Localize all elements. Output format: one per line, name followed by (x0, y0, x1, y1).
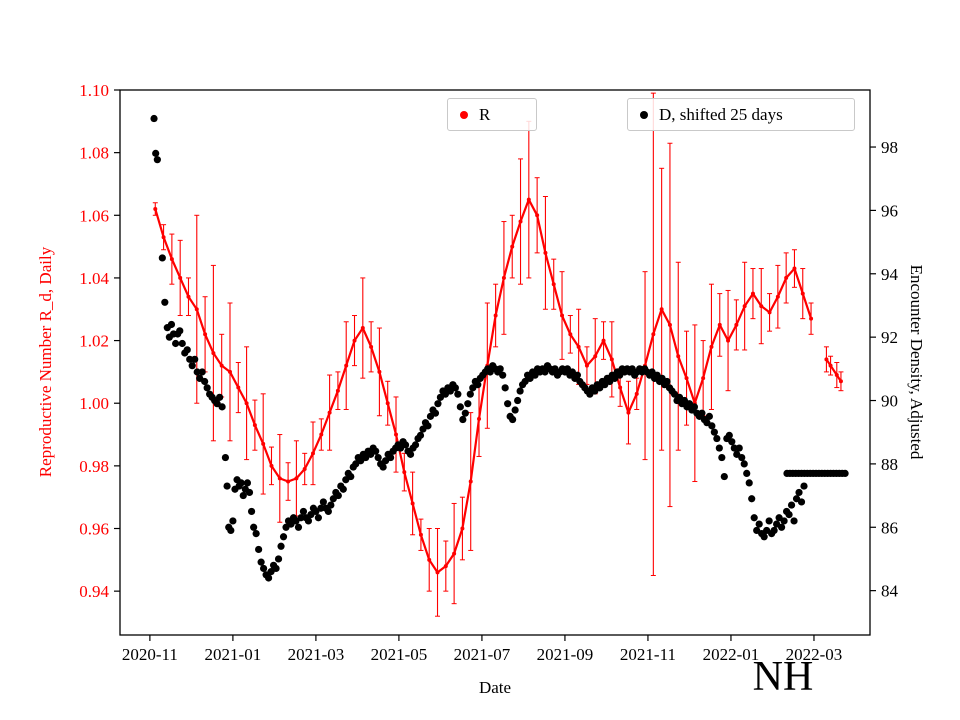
plot-frame (119, 89, 871, 636)
legend-r: R (447, 98, 537, 131)
x-axis: 2020-11 2021-01 2021-03 2021-05 2021-07 2021-… (122, 635, 842, 664)
svg-text:2021-05: 2021-05 (371, 645, 428, 664)
svg-text:0.96: 0.96 (79, 520, 109, 539)
svg-text:2022-01: 2022-01 (703, 645, 760, 664)
svg-text:90: 90 (881, 392, 898, 411)
svg-text:92: 92 (881, 328, 898, 347)
legend-r-label: R (479, 104, 491, 124)
series-d (150, 114, 849, 582)
svg-text:2020-11: 2020-11 (122, 645, 178, 664)
svg-text:1.08: 1.08 (79, 144, 109, 163)
svg-text:1.06: 1.06 (79, 206, 109, 225)
svg-text:2021-07: 2021-07 (454, 645, 511, 664)
svg-text:2021-11: 2021-11 (620, 645, 676, 664)
svg-text:98: 98 (881, 138, 898, 157)
annotation-nh: NH (752, 654, 814, 700)
x-axis-label: Date (478, 678, 512, 697)
svg-text:1.04: 1.04 (79, 269, 109, 288)
svg-text:84: 84 (881, 582, 899, 601)
svg-text:94: 94 (881, 265, 899, 284)
svg-text:1.02: 1.02 (79, 332, 109, 351)
svg-text:2021-03: 2021-03 (288, 645, 345, 664)
svg-text:96: 96 (881, 201, 898, 220)
svg-text:86: 86 (881, 518, 898, 537)
y-axis-label-right: Encounter Density, Adjusted (907, 264, 926, 460)
legend-d-label: D, shifted 25 days (659, 104, 783, 124)
y-axis-right: 84 86 88 90 92 94 96 98 (870, 138, 899, 601)
svg-text:88: 88 (881, 455, 898, 474)
legend-d: D, shifted 25 days (627, 98, 855, 131)
r-series-marker-icon (460, 110, 468, 119)
series-r (152, 92, 844, 617)
y-axis-label-left: Reproductive Number R_d, Daily (36, 246, 55, 478)
y-axis-left: 0.94 0.96 0.98 1.00 1.02 1.04 1.06 1.08 1.10 (79, 81, 120, 601)
svg-text:1.10: 1.10 (79, 81, 109, 100)
svg-text:2021-01: 2021-01 (205, 645, 262, 664)
svg-text:2021-09: 2021-09 (537, 645, 594, 664)
svg-text:0.94: 0.94 (79, 582, 109, 601)
svg-text:2022-03: 2022-03 (786, 645, 843, 664)
d-series-marker-icon (640, 110, 648, 119)
svg-text:1.00: 1.00 (79, 394, 109, 413)
svg-text:0.98: 0.98 (79, 457, 109, 476)
